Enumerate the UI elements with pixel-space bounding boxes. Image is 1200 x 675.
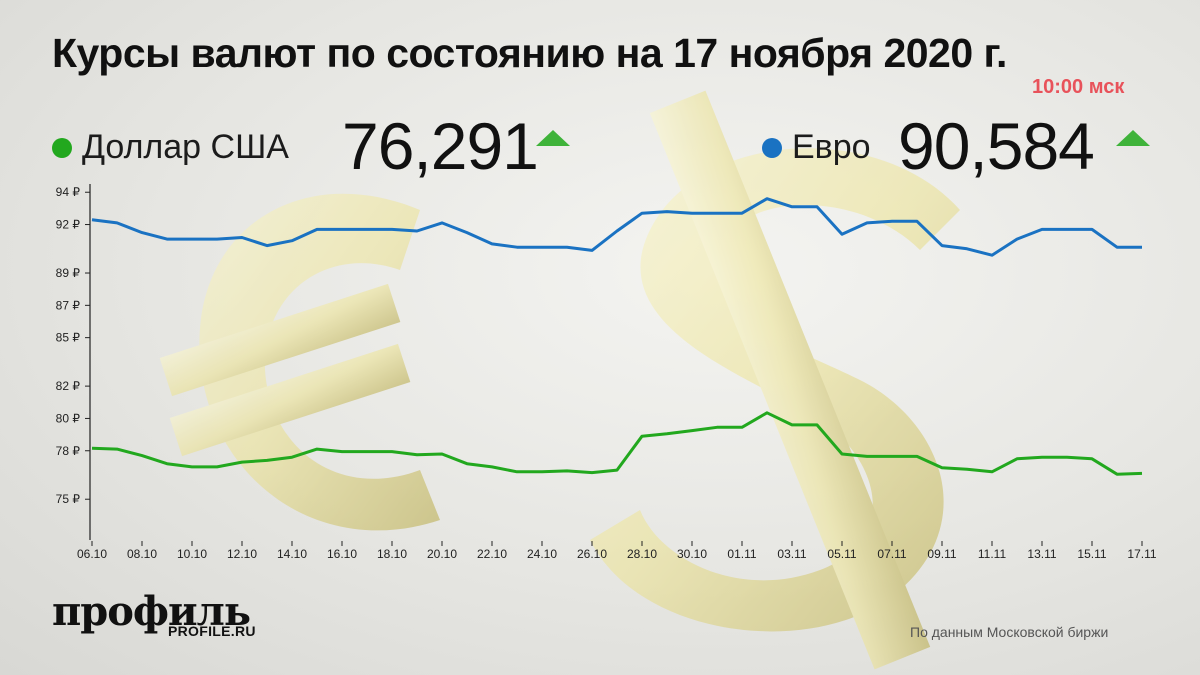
- x-tick-label: 01.11: [727, 547, 756, 561]
- profile-site: PROFILE.RU: [168, 623, 256, 639]
- legend-item-eur: Евро 90,584: [762, 109, 1162, 183]
- x-tick-label: 16.10: [327, 547, 357, 561]
- y-tick-label: 78 ₽: [56, 444, 81, 458]
- x-tick-label: 20.10: [427, 547, 457, 561]
- x-tick-label: 12.10: [227, 547, 257, 561]
- y-tick-label: 92 ₽: [56, 218, 81, 232]
- y-tick-label: 80 ₽: [56, 411, 81, 425]
- y-tick-label: 75 ₽: [56, 492, 81, 506]
- profile-logo: профиль: [52, 588, 251, 635]
- x-tick-label: 10.10: [177, 547, 207, 561]
- x-tick-label: 06.10: [77, 547, 107, 561]
- x-tick-label: 11.11: [978, 547, 1007, 561]
- y-tick-label: 82 ₽: [56, 379, 81, 393]
- eur-label: Евро: [792, 128, 871, 166]
- page-title: Курсы валют по состоянию на 17 ноября 20…: [52, 30, 1007, 76]
- x-tick-label: 13.11: [1027, 547, 1056, 561]
- x-tick-label: 22.10: [477, 547, 507, 561]
- usd-label: Доллар США: [82, 128, 289, 166]
- x-tick-label: 18.10: [377, 547, 407, 561]
- x-tick-label: 24.10: [527, 547, 557, 561]
- eur-up-arrow-icon: [1116, 130, 1150, 146]
- x-tick-label: 03.11: [777, 547, 806, 561]
- x-tick-label: 08.10: [127, 547, 157, 561]
- timestamp: 10:00 мск: [1032, 76, 1125, 98]
- data-source-note: По данным Московской биржи: [910, 624, 1109, 640]
- series-line-usd: [91, 411, 1143, 476]
- y-tick-label: 89 ₽: [56, 266, 81, 280]
- x-tick-label: 26.10: [577, 547, 607, 561]
- series-line-eur: [91, 197, 1142, 257]
- y-tick-label: 94 ₽: [56, 185, 81, 199]
- usd-dot-icon: [52, 138, 72, 158]
- legend-item-usd: Доллар США 76,291: [52, 109, 582, 183]
- x-tick-label: 28.10: [627, 547, 657, 561]
- x-tick-label: 14.10: [277, 547, 307, 561]
- y-tick-label: 85 ₽: [56, 331, 81, 345]
- usd-up-arrow-icon: [536, 130, 570, 146]
- x-tick-label: 05.11: [827, 547, 856, 561]
- x-tick-label: 15.11: [1077, 547, 1106, 561]
- x-tick-label: 09.11: [927, 547, 956, 561]
- x-tick-label: 17.11: [1127, 547, 1156, 561]
- eur-value: 90,584: [898, 109, 1095, 183]
- usd-value: 76,291: [342, 109, 539, 183]
- eur-dot-icon: [762, 138, 782, 158]
- y-tick-label: 87 ₽: [56, 298, 81, 312]
- x-tick-label: 07.11: [877, 547, 906, 561]
- x-tick-label: 30.10: [677, 547, 707, 561]
